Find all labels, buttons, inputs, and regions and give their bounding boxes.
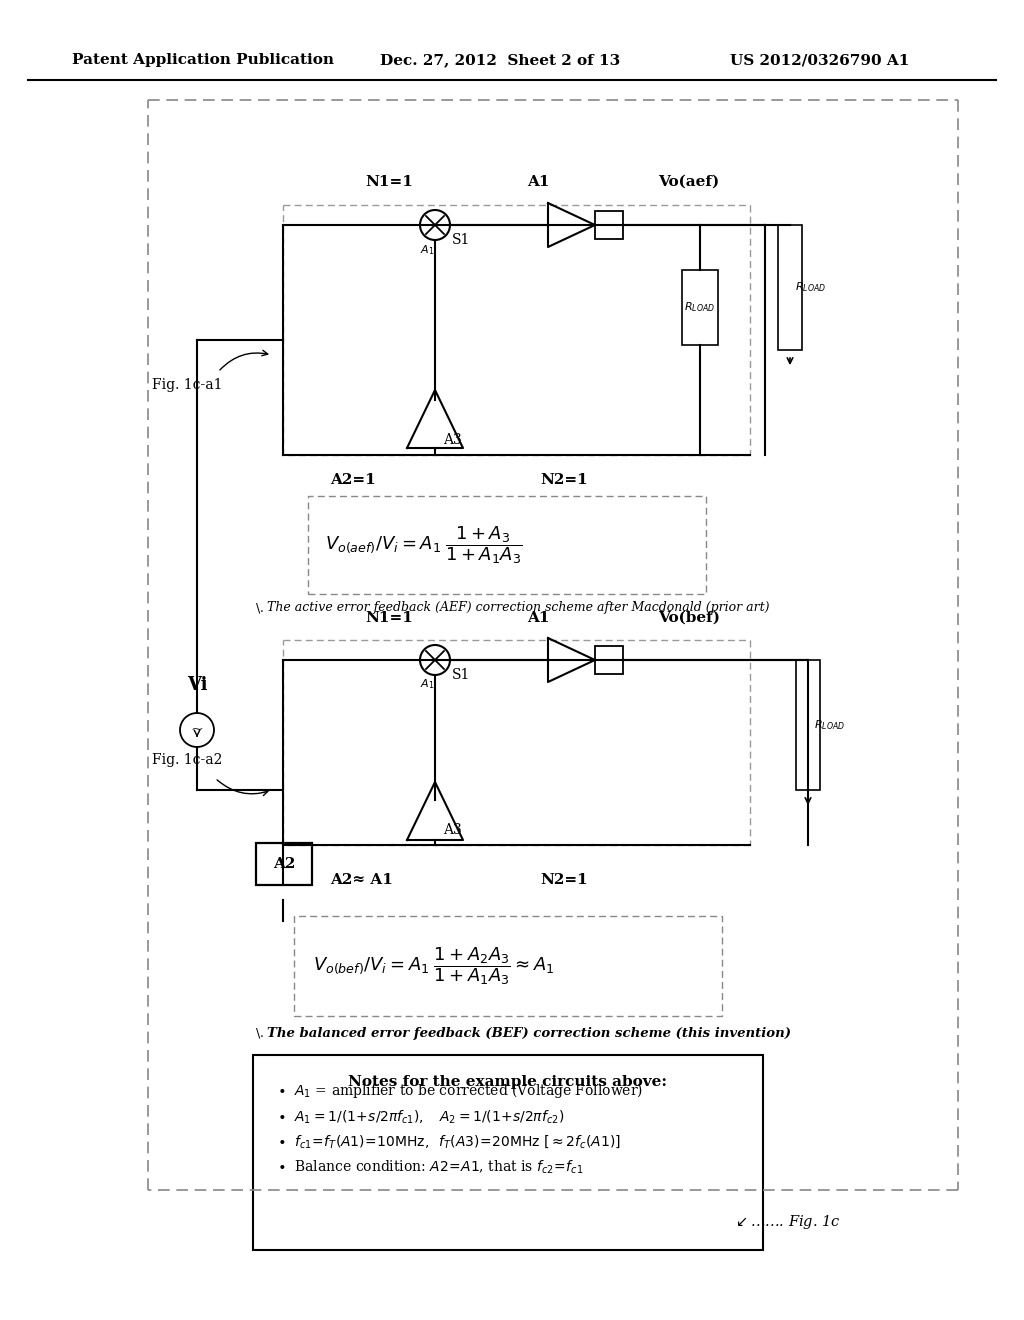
Polygon shape [407,781,463,840]
Polygon shape [548,638,595,682]
Text: $V_{o(aef)}/V_i = A_1\;\dfrac{1 + A_3}{1 + A_1 A_3}$: $V_{o(aef)}/V_i = A_1\;\dfrac{1 + A_3}{1… [325,524,522,566]
Text: N2=1: N2=1 [540,473,588,487]
Text: $\bullet$  $f_{c1}\!=\!f_T(A1)\!=\!10\mathrm{MHz},\;\;f_T(A3)\!=\!20\mathrm{MHz}: $\bullet$ $f_{c1}\!=\!f_T(A1)\!=\!10\mat… [278,1134,621,1151]
FancyBboxPatch shape [682,271,718,345]
Text: A2=1: A2=1 [330,473,376,487]
FancyBboxPatch shape [253,1055,763,1250]
Text: Fig. 1c-a2: Fig. 1c-a2 [152,752,222,767]
Text: $\bullet$  $A_1$ = amplifier to be corrected (Voltage Follower): $\bullet$ $A_1$ = amplifier to be correc… [278,1081,643,1100]
FancyBboxPatch shape [595,645,623,675]
Polygon shape [548,203,595,247]
FancyBboxPatch shape [778,224,802,350]
Text: N1=1: N1=1 [365,176,413,189]
Text: $V_{o(bef)}/V_i = A_1\;\dfrac{1 + A_2 A_3}{1 + A_1 A_3} \approx A_1$: $V_{o(bef)}/V_i = A_1\;\dfrac{1 + A_2 A_… [313,945,554,987]
Text: Fig. 1c-a1: Fig. 1c-a1 [152,378,222,392]
Text: $A_1$: $A_1$ [420,243,434,257]
Text: S1: S1 [452,234,470,247]
Text: S1: S1 [452,668,470,682]
Text: Vi: Vi [187,676,208,694]
Text: US 2012/0326790 A1: US 2012/0326790 A1 [730,53,909,67]
Text: A1: A1 [527,611,550,624]
Text: $\backslash$.: $\backslash$. [255,1026,264,1040]
FancyBboxPatch shape [796,660,820,789]
FancyBboxPatch shape [256,843,312,884]
Text: N1=1: N1=1 [365,611,413,624]
Text: $R_{LOAD}$: $R_{LOAD}$ [684,301,716,314]
Text: A1: A1 [527,176,550,189]
Text: $\bullet$  Balance condition: $A2\!=\!A1$, that is $f_{c2}\!=\!f_{c1}$: $\bullet$ Balance condition: $A2\!=\!A1$… [278,1159,584,1176]
Text: A2≈ A1: A2≈ A1 [330,873,393,887]
Text: $R_{LOAD}$: $R_{LOAD}$ [795,281,826,294]
FancyBboxPatch shape [595,211,623,239]
Text: $\bullet$  $A_1 = 1/(1\!+\!s/2\pi f_{c1}),\quad A_2 = 1/(1\!+\!s/2\pi f_{c2})$: $\bullet$ $A_1 = 1/(1\!+\!s/2\pi f_{c1})… [278,1109,564,1126]
Text: $\backslash$.: $\backslash$. [255,601,264,615]
Text: The active error feedback (AEF) correction scheme after Macdonald (prior art): The active error feedback (AEF) correcti… [267,601,769,614]
Text: ~: ~ [190,723,204,737]
FancyBboxPatch shape [294,916,722,1016]
Text: Vo(aef): Vo(aef) [658,176,719,189]
Polygon shape [407,389,463,447]
Text: $\swarrow$....... Fig. 1c: $\swarrow$....... Fig. 1c [733,1213,841,1232]
Text: A3: A3 [443,433,462,447]
Text: $A_1$: $A_1$ [420,677,434,690]
Text: A2: A2 [272,857,295,871]
Text: The balanced error feedback (BEF) correction scheme (this invention): The balanced error feedback (BEF) correc… [267,1027,791,1040]
Text: Notes for the example circuits above:: Notes for the example circuits above: [348,1074,668,1089]
Text: Dec. 27, 2012  Sheet 2 of 13: Dec. 27, 2012 Sheet 2 of 13 [380,53,621,67]
Text: Vo(bef): Vo(bef) [658,611,720,624]
Text: A3: A3 [443,822,462,837]
FancyBboxPatch shape [308,496,706,594]
Text: N2=1: N2=1 [540,873,588,887]
Text: $R_{LOAD}$: $R_{LOAD}$ [814,718,845,731]
Text: Patent Application Publication: Patent Application Publication [72,53,334,67]
